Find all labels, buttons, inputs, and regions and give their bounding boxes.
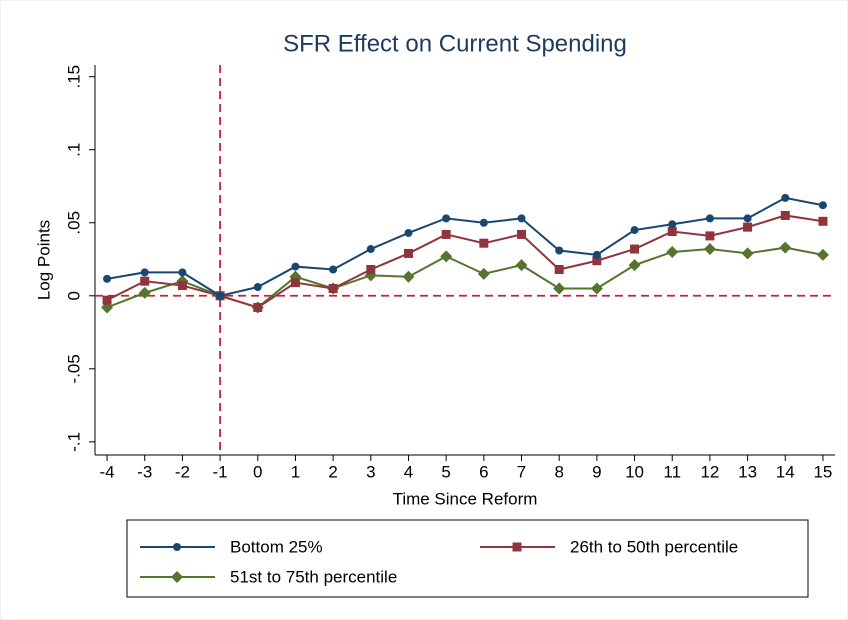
marker — [743, 214, 752, 223]
legend-marker — [512, 542, 522, 552]
marker — [515, 259, 528, 272]
marker — [216, 291, 225, 300]
marker — [781, 193, 790, 202]
x-axis-title: Time Since Reform — [393, 489, 538, 508]
x-tick-label: 14 — [776, 462, 795, 481]
x-tick-label: 11 — [663, 462, 681, 481]
series-line — [106, 196, 824, 297]
marker — [592, 256, 602, 266]
marker — [554, 264, 564, 274]
chart-title: SFR Effect on Current Spending — [283, 30, 627, 57]
legend-marker — [173, 543, 181, 551]
marker — [705, 214, 714, 223]
marker — [441, 229, 451, 239]
x-tick-label: 0 — [253, 462, 262, 481]
marker — [630, 226, 639, 235]
marker — [555, 246, 564, 255]
x-tick-label: 12 — [700, 462, 719, 481]
marker — [366, 245, 375, 254]
marker — [477, 267, 490, 280]
y-tick-label: .1 — [64, 143, 83, 157]
marker — [177, 281, 187, 291]
marker — [703, 243, 716, 256]
x-tick-label: 9 — [592, 462, 601, 481]
marker — [630, 244, 640, 254]
x-tick-label: -3 — [137, 462, 152, 481]
series-line — [106, 214, 824, 309]
marker — [667, 227, 677, 237]
marker — [290, 278, 300, 288]
legend-label: 26th to 50th percentile — [570, 537, 738, 556]
x-tick-label: -2 — [175, 462, 190, 481]
legend-label: Bottom 25% — [230, 537, 323, 556]
marker — [440, 250, 453, 263]
x-tick-label: 1 — [291, 462, 300, 481]
y-tick-label: .15 — [64, 65, 83, 89]
marker — [553, 282, 566, 295]
marker — [628, 259, 641, 272]
x-tick-label: 3 — [366, 462, 375, 481]
marker — [517, 229, 527, 239]
marker — [442, 214, 451, 223]
x-tick-label: 15 — [813, 462, 832, 481]
legend-box — [126, 519, 809, 598]
y-tick-label: -.05 — [64, 354, 83, 383]
marker — [366, 264, 376, 274]
marker — [403, 248, 413, 258]
marker — [253, 283, 262, 292]
marker — [592, 250, 601, 259]
marker — [140, 276, 150, 286]
marker — [590, 282, 603, 295]
y-tick-label: 0 — [64, 291, 83, 300]
y-axis-title: Log Points — [34, 220, 53, 300]
x-tick-label: 13 — [738, 462, 757, 481]
y-tick-label: -.1 — [64, 432, 83, 452]
x-tick-label: 6 — [479, 462, 488, 481]
x-tick-label: 7 — [517, 462, 526, 481]
marker — [818, 216, 828, 226]
marker — [253, 302, 263, 312]
marker — [102, 295, 112, 305]
marker — [402, 270, 415, 283]
marker — [705, 231, 715, 241]
marker — [816, 248, 829, 261]
marker — [479, 238, 489, 248]
marker — [780, 210, 790, 220]
marker — [517, 214, 526, 223]
marker — [741, 247, 754, 260]
x-tick-label: 5 — [441, 462, 450, 481]
marker — [479, 218, 488, 227]
marker — [779, 241, 792, 254]
marker — [291, 262, 300, 271]
x-tick-label: 8 — [554, 462, 563, 481]
marker — [404, 228, 413, 237]
x-tick-label: -4 — [99, 462, 114, 481]
x-tick-label: 2 — [328, 462, 337, 481]
marker — [138, 286, 151, 299]
x-tick-label: 4 — [404, 462, 413, 481]
x-tick-label: -1 — [213, 462, 228, 481]
marker — [103, 274, 112, 283]
marker — [329, 265, 338, 274]
legend-marker — [171, 571, 183, 583]
marker — [178, 268, 187, 277]
marker — [818, 201, 827, 210]
marker — [668, 220, 677, 229]
marker — [666, 245, 679, 258]
marker — [140, 268, 149, 277]
marker — [328, 283, 338, 293]
y-tick-label: .05 — [64, 211, 83, 235]
marker — [743, 222, 753, 232]
x-tick-label: 10 — [625, 462, 644, 481]
legend-label: 51st to 75th percentile — [230, 567, 397, 586]
